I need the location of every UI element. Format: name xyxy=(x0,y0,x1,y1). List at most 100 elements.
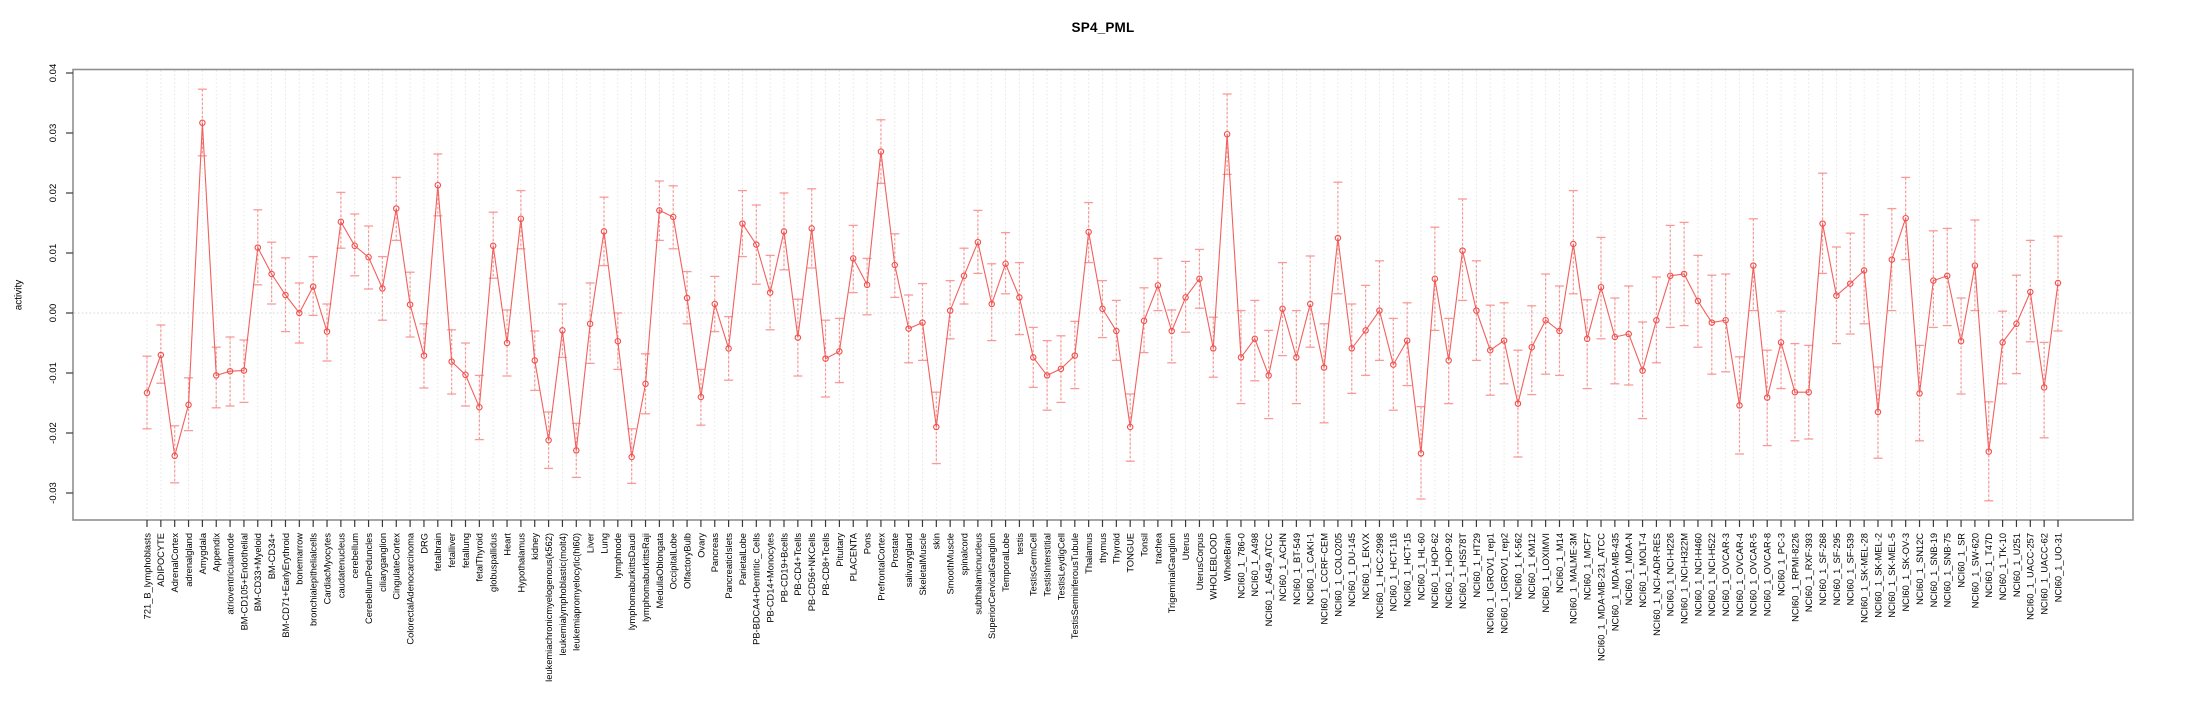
y-tick-label: 0.01 xyxy=(48,244,59,263)
x-tick-label: SkeletalMuscle xyxy=(918,533,928,596)
x-tick-label: cerebellum xyxy=(350,533,360,579)
data-point xyxy=(1030,354,1037,361)
data-point xyxy=(1722,316,1729,324)
x-tick-label: NCI60_1_OVCAR-5 xyxy=(1749,533,1759,616)
data-point xyxy=(573,447,580,454)
x-tick-label: Thalamus xyxy=(1084,533,1094,574)
x-tick-label: Liver xyxy=(586,533,596,553)
data-point xyxy=(185,401,192,409)
chart-title: SP4_PML xyxy=(1071,20,1135,35)
x-tick-label: NCI60_1_SK-MEL-28 xyxy=(1860,533,1870,623)
data-point xyxy=(1390,361,1397,368)
series-line xyxy=(146,122,2059,458)
y-tick-label: -0.01 xyxy=(48,362,59,384)
data-point xyxy=(1570,240,1577,248)
x-tick-label: NCI60_1_SK-MEL-2 xyxy=(1873,533,1883,618)
x-tick-label: NCI60_1_HCC-2998 xyxy=(1375,533,1385,619)
data-point xyxy=(905,325,912,332)
x-tick-label: BM-CD105+Endothelial xyxy=(239,533,249,630)
data-point xyxy=(1057,365,1065,373)
data-point xyxy=(794,334,802,341)
data-point xyxy=(1777,339,1785,346)
data-point xyxy=(1902,214,1909,222)
data-point xyxy=(697,393,705,401)
x-tick-label: NCI60_1_HCT-116 xyxy=(1389,533,1399,611)
x-tick-label: NCI60_1_SF-268 xyxy=(1818,533,1828,605)
x-tick-label: NCI60_1_UO-31 xyxy=(2053,533,2063,602)
x-tick-label: NCI60_1_MOLT-4 xyxy=(1638,533,1648,608)
x-tick-label: CerebellumPeduncles xyxy=(364,533,374,624)
x-tick-label: MedullaOblongata xyxy=(655,532,665,608)
x-tick-label: TrigeminalGanglion xyxy=(1167,533,1177,613)
data-point xyxy=(157,351,165,359)
data-point xyxy=(1930,277,1937,284)
data-point xyxy=(919,319,926,326)
x-tick-label: SmoothMuscle xyxy=(946,533,956,595)
y-tick-label: 0.03 xyxy=(48,124,59,143)
x-tick-label: NCI60_1_UACC-62 xyxy=(2040,533,2050,615)
data-point xyxy=(1223,130,1231,138)
data-point xyxy=(448,358,455,365)
x-tick-label: NCI60_1_SK-MEL-5 xyxy=(1887,533,1897,618)
data-point xyxy=(1805,388,1812,396)
data-point xyxy=(254,244,262,251)
data-point xyxy=(476,403,483,411)
x-tick-label: TemporalLobe xyxy=(1001,533,1011,592)
data-point xyxy=(1362,327,1369,334)
x-tick-label: NCI60_1_IGROV1_rep2 xyxy=(1499,533,1509,634)
data-point xyxy=(711,300,719,308)
x-tick-label: Ovary xyxy=(696,533,706,558)
data-point xyxy=(1459,247,1466,254)
x-tick-label: caudatenucleus xyxy=(336,533,346,598)
x-tick-label: PancreaticIslets xyxy=(724,533,734,599)
x-tick-label: NCI60_1_HCT-15 xyxy=(1403,533,1413,607)
x-tick-label: fetalThyroid xyxy=(475,533,485,582)
y-tick-label: 0.00 xyxy=(48,304,59,323)
x-tick-label: DRG xyxy=(419,533,429,554)
data-point xyxy=(1971,262,1979,269)
x-tick-label: skin xyxy=(932,533,942,550)
x-tick-label: NCI60_1_HS578T xyxy=(1458,533,1468,609)
data-point xyxy=(1999,339,2006,346)
data-point xyxy=(1306,300,1314,308)
data-point xyxy=(1237,354,1245,361)
x-tick-label: NCI60_1_MCF7 xyxy=(1583,533,1593,600)
data-point xyxy=(1182,294,1189,301)
data-point xyxy=(143,389,151,397)
data-point xyxy=(1750,262,1757,269)
data-point xyxy=(351,242,358,250)
x-tick-label: NCI60_1_M14 xyxy=(1555,533,1565,593)
data-point xyxy=(212,372,220,379)
x-tick-label: lymphnode xyxy=(613,533,623,578)
data-point xyxy=(1833,292,1840,299)
x-tick-label: Pancreas xyxy=(710,533,720,573)
data-point xyxy=(1819,220,1826,227)
data-point xyxy=(1653,316,1660,324)
x-tick-label: Lung xyxy=(599,533,609,554)
data-point xyxy=(1791,388,1799,396)
x-tick-label: fetallung xyxy=(461,533,471,568)
data-point xyxy=(489,242,497,250)
x-tick-label: NCI60_1_SN12C xyxy=(1915,533,1925,605)
data-point xyxy=(282,291,289,299)
x-tick-label: subthalamicnucleus xyxy=(973,533,983,615)
data-point xyxy=(323,328,331,335)
data-point xyxy=(1071,352,1079,359)
data-point xyxy=(1251,335,1259,343)
x-tick-label: ParietalLobe xyxy=(738,533,748,585)
x-tick-label: NCI60_1_NCI-H322M xyxy=(1680,533,1690,624)
data-point xyxy=(1043,372,1051,379)
x-tick-label: Tonsil xyxy=(1139,533,1149,557)
x-tick-label: lymphomaburkittsRaji xyxy=(641,533,651,622)
x-tick-label: NCI60_1_A549_ATCC xyxy=(1264,533,1274,627)
x-tick-label: NCI60_1_HOP-62 xyxy=(1430,533,1440,608)
x-tick-label: NCI60_1_K-562 xyxy=(1513,533,1523,600)
x-tick-label: 721_B_lymphoblasts xyxy=(142,533,152,620)
y-tick-label: -0.03 xyxy=(48,482,59,504)
data-point xyxy=(1431,275,1439,283)
x-tick-label: NCI60_1_BT-549 xyxy=(1292,533,1302,605)
data-point xyxy=(503,339,511,347)
data-point xyxy=(739,220,746,227)
x-tick-label: lymphomaburkittsDaudi xyxy=(627,533,637,630)
data-point xyxy=(365,253,372,261)
